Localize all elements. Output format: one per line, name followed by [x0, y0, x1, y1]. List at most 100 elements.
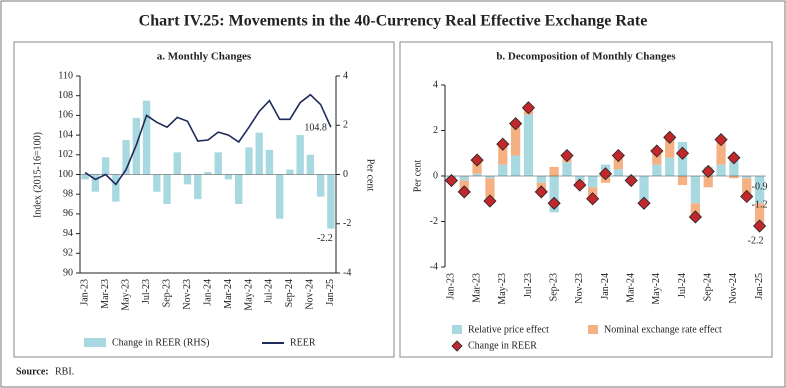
marker [573, 178, 587, 192]
bar [204, 172, 212, 175]
yticks-label: 102 [58, 149, 73, 160]
marker [727, 151, 741, 165]
marker [701, 164, 715, 179]
bar [91, 174, 100, 192]
yticks-label: 92 [63, 248, 73, 259]
marker [457, 185, 471, 199]
bar [173, 152, 181, 175]
yticks-label: 96 [63, 208, 73, 219]
yticks-label: 98 [63, 188, 73, 199]
bar-segment [498, 144, 508, 165]
bar-segment [652, 164, 662, 176]
bar-segment [485, 178, 495, 199]
marker [470, 153, 484, 167]
bar-segment [742, 178, 752, 197]
x-tick-label: Nov-23 [182, 279, 193, 310]
x-tick-label: Sep-23 [161, 279, 172, 307]
yticks-label: 2 [433, 125, 438, 136]
bar-segment [485, 176, 495, 179]
data-label: -2.2 [317, 233, 333, 244]
legend-label: Change in REER (RHS) [112, 337, 210, 348]
marker [496, 137, 510, 151]
yticks-label: 94 [63, 228, 73, 239]
bar-segment [639, 176, 649, 202]
bar [296, 135, 304, 175]
bar [81, 174, 89, 180]
bar-segment [613, 169, 623, 176]
chart-title: Chart IV.25: Movements in the 40-Currenc… [139, 13, 648, 30]
y2ticks-label: 2 [343, 120, 348, 131]
bar [153, 174, 161, 192]
yticks-label: 104 [58, 129, 73, 140]
bar-segment [665, 137, 675, 158]
data-label: -1.2 [752, 199, 768, 210]
x-tick-label: May-23 [120, 279, 131, 311]
data-label: -2.2 [748, 235, 764, 246]
bar-segment [575, 176, 585, 181]
bar-segment [690, 176, 701, 204]
marker [740, 189, 754, 204]
y2ticks-label: -2 [343, 218, 351, 229]
bar [286, 169, 294, 175]
panel-title: a. Monthly Changes [157, 51, 252, 63]
x-tick-label: May-24 [651, 273, 662, 305]
legend-label: REER [290, 337, 316, 348]
yticks-label: 0 [433, 170, 438, 181]
yticks-label: 110 [58, 70, 73, 81]
x-tick-label: Jul-24 [264, 279, 275, 304]
marker [444, 173, 458, 188]
bar [194, 174, 202, 200]
bar-segment [677, 176, 688, 186]
yticks-label: 100 [58, 169, 73, 180]
x-tick-label: Mar-23 [100, 279, 111, 309]
x-tick-label: Jan-23 [446, 273, 457, 300]
bar [306, 154, 315, 175]
x-tick-label: Mar-23 [471, 273, 482, 303]
bar-segment [498, 164, 508, 176]
bar-segment [472, 160, 482, 174]
bar [163, 174, 171, 205]
legend-label: Nominal exchange rate effect [604, 324, 722, 335]
x-tick-label: Jan-25 [754, 273, 765, 300]
x-tick-label: Jan-25 [325, 279, 336, 306]
marker [534, 185, 548, 199]
y-axis-label: Per cent [412, 160, 423, 193]
yticks-label: 90 [63, 267, 73, 278]
bar-segment [549, 166, 559, 176]
x-tick-label: Jul-24 [677, 273, 688, 298]
bar [245, 147, 253, 175]
x-tick-label: Mar-24 [223, 279, 234, 309]
yticks-label: 108 [58, 90, 73, 101]
bar-segment [588, 176, 598, 188]
bar-segment [523, 114, 534, 176]
bar-segment [510, 125, 521, 156]
bar-segment [754, 203, 765, 224]
data-label: 104.8 [304, 123, 327, 134]
y2-axis-label: Per cent [365, 159, 376, 192]
marker [650, 144, 664, 158]
bar-segment [690, 203, 701, 217]
bar [224, 174, 233, 180]
bar-segment [742, 176, 752, 179]
marker [688, 210, 702, 224]
bar-segment [665, 157, 675, 176]
marker [521, 101, 536, 115]
x-tick-label: Nov-24 [305, 279, 316, 310]
legend-swatch [84, 338, 106, 347]
bar [255, 132, 263, 175]
bar-segment [562, 162, 572, 176]
y-axis-label: Index (2015-16=100) [32, 132, 43, 218]
bar-segment [716, 164, 726, 176]
marker [586, 192, 600, 206]
marker [560, 148, 574, 163]
bar [112, 174, 120, 202]
x-tick-label: Sep-24 [703, 273, 714, 301]
marker [611, 148, 625, 163]
marker [753, 219, 767, 233]
bar [235, 174, 243, 205]
y2ticks-label: -4 [343, 267, 351, 278]
bar [183, 174, 192, 185]
bar-segment [472, 173, 482, 176]
marker [483, 194, 497, 208]
